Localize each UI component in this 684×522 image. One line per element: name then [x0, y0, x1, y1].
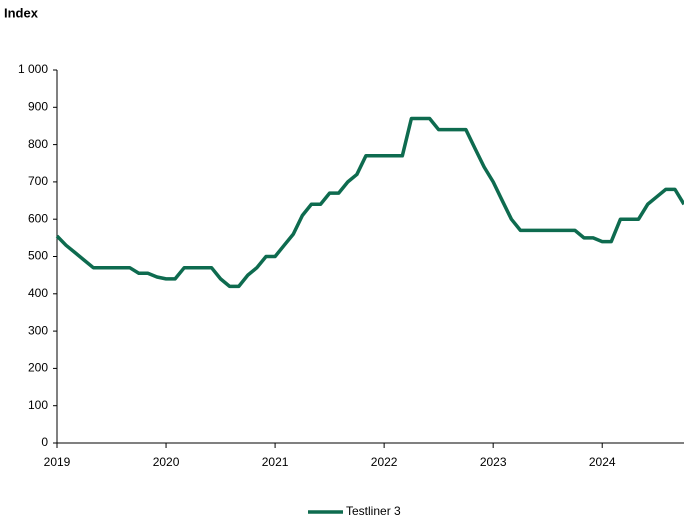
y-tick-label: 0: [41, 435, 48, 449]
y-tick-label: 800: [28, 137, 48, 151]
y-tick-label: 600: [28, 211, 48, 225]
data-line: [55, 116, 684, 289]
y-axis-title: Index: [4, 5, 39, 20]
y-tick-label: 500: [28, 249, 48, 263]
legend-label: Testliner 3: [346, 504, 401, 518]
x-tick-label: 2019: [44, 455, 71, 469]
y-tick-label: 1 000: [18, 62, 48, 76]
x-tick-label: 2023: [480, 455, 507, 469]
y-tick-label: 900: [28, 99, 48, 113]
x-tick-label: 2020: [153, 455, 180, 469]
y-tick-label: 300: [28, 323, 48, 337]
y-tick-label: 700: [28, 174, 48, 188]
x-tick-label: 2024: [589, 455, 616, 469]
y-tick-label: 100: [28, 398, 48, 412]
y-tick-label: 200: [28, 361, 48, 375]
y-tick-label: 400: [28, 286, 48, 300]
x-tick-label: 2022: [371, 455, 398, 469]
x-tick-label: 2021: [262, 455, 289, 469]
